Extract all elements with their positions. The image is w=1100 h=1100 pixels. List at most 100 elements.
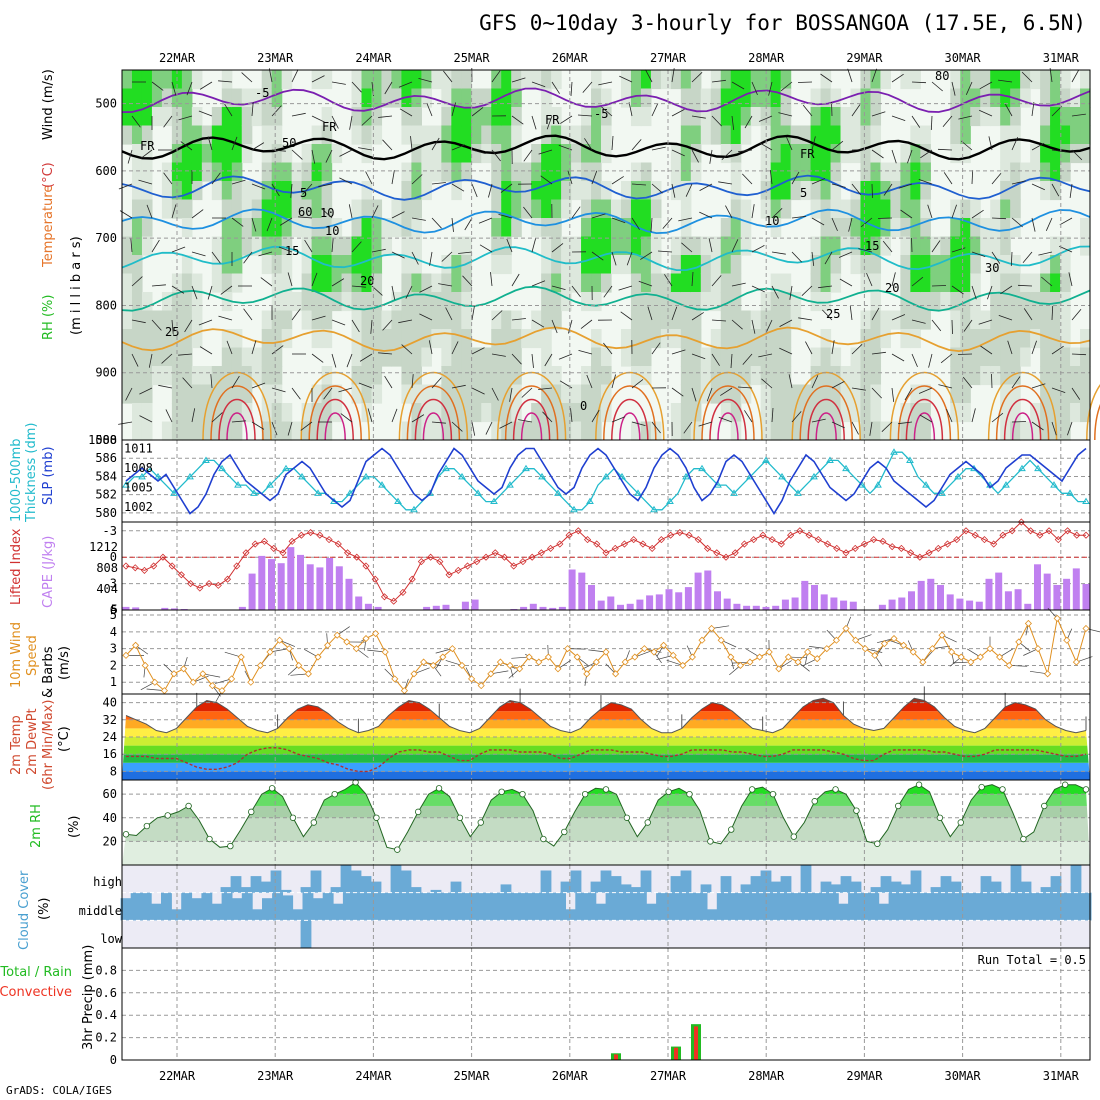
wind-barb <box>367 408 373 423</box>
wind-speed-marker <box>660 641 668 649</box>
wind-barb <box>971 251 986 257</box>
rh-cell <box>361 236 373 256</box>
cloud-bar-middle <box>423 892 435 921</box>
wind-speed-marker <box>832 636 840 644</box>
rh-cell <box>1080 125 1091 145</box>
wind-barb <box>962 376 973 389</box>
wind-barb <box>991 217 1007 220</box>
wind-barb <box>619 75 633 83</box>
rh-cell <box>131 107 143 127</box>
isotherm-label: 15 <box>865 239 879 253</box>
cape-bar <box>665 589 673 610</box>
rh-cell <box>740 107 752 127</box>
rh-cell <box>640 107 652 127</box>
lifted-index-marker <box>907 549 915 557</box>
rh-cell <box>820 329 832 349</box>
rh-cell <box>551 384 562 404</box>
wind-speed-marker <box>477 682 485 690</box>
rh-cell <box>620 181 632 201</box>
rh-cell <box>211 421 223 441</box>
wind-barb <box>531 280 546 287</box>
rh-cell <box>920 310 931 330</box>
cape-bar <box>1072 568 1080 610</box>
rh-cell <box>331 255 343 275</box>
rh-cell <box>331 144 343 164</box>
surface-wind-barb <box>666 659 683 666</box>
upper-wind-barbs <box>118 67 1087 437</box>
rh-cell <box>241 347 253 367</box>
cloud-bar-high <box>640 870 652 893</box>
rh-cell <box>700 273 712 293</box>
rh-cell <box>251 218 263 238</box>
rh-cell <box>591 70 602 90</box>
isotherm-label: -5 <box>594 107 608 121</box>
cape-bar <box>956 598 964 610</box>
wind-speed-marker <box>324 641 332 649</box>
rh-cell <box>231 255 243 275</box>
rh-cell <box>461 273 472 293</box>
wind-barb <box>224 103 233 117</box>
wind-barb <box>651 421 661 434</box>
wind-barb <box>331 115 339 129</box>
wind-speed-marker <box>679 661 687 670</box>
rh-cell <box>740 125 752 145</box>
wind-speed-marker <box>506 661 514 670</box>
rh-cell <box>541 273 552 293</box>
rh-cell <box>122 107 133 127</box>
wind-speed-marker <box>132 641 140 649</box>
wind-barb <box>720 387 733 396</box>
wind-speed-marker <box>372 629 380 638</box>
rh-cell <box>790 292 802 312</box>
cloud-bar-high <box>750 876 762 893</box>
wind-speed-label-1: 10m Wind <box>9 622 24 688</box>
wind-barb <box>721 149 733 160</box>
wind-speed-marker <box>439 653 447 661</box>
rh-cell <box>730 255 742 275</box>
rh-cell <box>650 181 662 201</box>
temp-unit-label: (°C) <box>57 726 72 752</box>
rh-cell <box>501 88 512 108</box>
cape-label: CAPE (J/kg) <box>41 536 56 608</box>
rh-cell <box>401 292 413 312</box>
bottom-date-label: 31MAR <box>1043 1069 1080 1083</box>
cape-bar <box>772 605 780 610</box>
cape-bar <box>762 606 770 610</box>
rh-cell <box>591 218 602 238</box>
rh-cell <box>650 199 662 219</box>
wind-barb <box>611 251 617 266</box>
wind-barb <box>591 213 606 219</box>
rh-cell <box>760 144 772 164</box>
rh-cell <box>700 107 712 127</box>
rh-cell <box>541 421 552 441</box>
rh-cell <box>361 107 373 127</box>
top-date-label: 23MAR <box>257 51 294 65</box>
rh-cell <box>1060 144 1071 164</box>
rh-marker <box>248 808 255 816</box>
rh2m-label: 2m RH <box>29 804 44 848</box>
lifted-index-marker <box>814 536 822 544</box>
rh-cell <box>551 255 562 275</box>
rh-cell <box>860 236 872 256</box>
rh-cell <box>650 273 662 293</box>
rh-cell <box>1000 125 1011 145</box>
lifted-index-marker <box>583 536 592 544</box>
wind-barb <box>560 115 573 124</box>
wind-speed-marker <box>938 631 946 639</box>
wind-barb <box>801 285 813 296</box>
cloud-bar-high <box>840 876 852 893</box>
rh-cell <box>491 329 502 349</box>
wind-speed-marker <box>890 634 898 643</box>
wind-barb <box>338 387 353 393</box>
wind-barb <box>987 285 993 300</box>
wind-barb <box>942 115 953 127</box>
rh-cell <box>471 144 482 164</box>
rh-cell <box>1000 292 1011 312</box>
rh-marker <box>519 790 526 798</box>
rh-cell <box>141 292 153 312</box>
rh-cell <box>730 125 742 145</box>
rh-marker <box>915 781 923 788</box>
wind-speed-marker <box>535 658 543 666</box>
rh-cell <box>1060 421 1071 441</box>
isotherm-label: 15 <box>285 244 299 258</box>
rh-cell <box>451 421 462 441</box>
